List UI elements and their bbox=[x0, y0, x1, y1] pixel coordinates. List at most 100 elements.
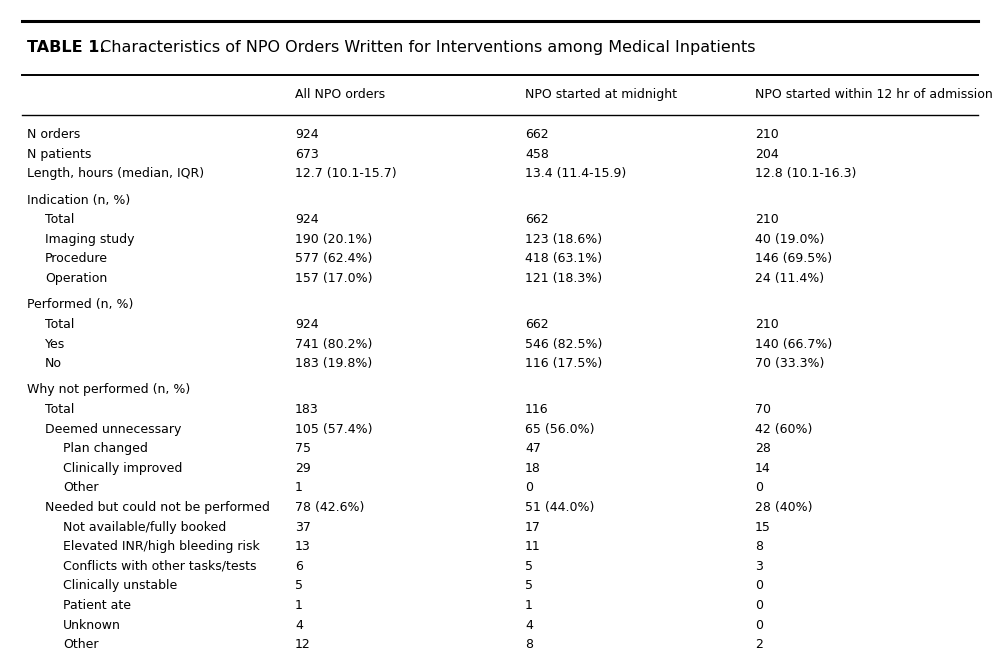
Text: Operation: Operation bbox=[45, 272, 107, 285]
Text: Yes: Yes bbox=[45, 337, 65, 351]
Text: Unknown: Unknown bbox=[63, 619, 121, 632]
Text: TABLE 1.: TABLE 1. bbox=[27, 41, 106, 55]
Text: 6: 6 bbox=[295, 560, 303, 573]
Text: 4: 4 bbox=[295, 619, 303, 632]
Text: Needed but could not be performed: Needed but could not be performed bbox=[45, 501, 270, 514]
Text: 157 (17.0%): 157 (17.0%) bbox=[295, 272, 372, 285]
Text: N orders: N orders bbox=[27, 128, 80, 141]
Text: 662: 662 bbox=[525, 213, 549, 226]
Text: 1: 1 bbox=[525, 599, 533, 612]
Text: 121 (18.3%): 121 (18.3%) bbox=[525, 272, 602, 285]
Text: 140 (66.7%): 140 (66.7%) bbox=[755, 337, 832, 351]
Text: 146 (69.5%): 146 (69.5%) bbox=[755, 252, 832, 266]
Text: 40 (19.0%): 40 (19.0%) bbox=[755, 233, 824, 246]
Text: 5: 5 bbox=[525, 579, 533, 593]
Text: 190 (20.1%): 190 (20.1%) bbox=[295, 233, 372, 246]
Text: 204: 204 bbox=[755, 148, 779, 161]
Text: 0: 0 bbox=[755, 481, 763, 494]
Text: 13: 13 bbox=[295, 540, 311, 553]
Text: 123 (18.6%): 123 (18.6%) bbox=[525, 233, 602, 246]
Text: 12.8 (10.1-16.3): 12.8 (10.1-16.3) bbox=[755, 167, 856, 181]
Text: 13.4 (11.4-15.9): 13.4 (11.4-15.9) bbox=[525, 167, 626, 181]
Text: Why not performed (n, %): Why not performed (n, %) bbox=[27, 383, 190, 396]
Text: 28 (40%): 28 (40%) bbox=[755, 501, 812, 514]
Text: Conflicts with other tasks/tests: Conflicts with other tasks/tests bbox=[63, 560, 256, 573]
Text: 924: 924 bbox=[295, 213, 319, 226]
Text: 65 (56.0%): 65 (56.0%) bbox=[525, 422, 594, 436]
Text: Patient ate: Patient ate bbox=[63, 599, 131, 612]
Text: Imaging study: Imaging study bbox=[45, 233, 134, 246]
Text: 17: 17 bbox=[525, 521, 541, 534]
Text: 0: 0 bbox=[525, 481, 533, 494]
Text: Length, hours (median, IQR): Length, hours (median, IQR) bbox=[27, 167, 204, 181]
Text: 418 (63.1%): 418 (63.1%) bbox=[525, 252, 602, 266]
Text: Elevated INR/high bleeding risk: Elevated INR/high bleeding risk bbox=[63, 540, 260, 553]
Text: Not available/fully booked: Not available/fully booked bbox=[63, 521, 226, 534]
Text: 70: 70 bbox=[755, 403, 771, 416]
Text: Total: Total bbox=[45, 213, 74, 226]
Text: 42 (60%): 42 (60%) bbox=[755, 422, 812, 436]
Text: 0: 0 bbox=[755, 599, 763, 612]
Text: 11: 11 bbox=[525, 540, 541, 553]
Text: 741 (80.2%): 741 (80.2%) bbox=[295, 337, 372, 351]
Text: 662: 662 bbox=[525, 318, 549, 331]
Text: Procedure: Procedure bbox=[45, 252, 108, 266]
Text: 2: 2 bbox=[755, 638, 763, 651]
Text: 210: 210 bbox=[755, 213, 779, 226]
Text: 29: 29 bbox=[295, 462, 311, 475]
Text: NPO started within 12 hr of admission: NPO started within 12 hr of admission bbox=[755, 88, 993, 101]
Text: 183 (19.8%): 183 (19.8%) bbox=[295, 357, 372, 370]
Text: 3: 3 bbox=[755, 560, 763, 573]
Text: 210: 210 bbox=[755, 318, 779, 331]
Text: Performed (n, %): Performed (n, %) bbox=[27, 298, 133, 311]
Text: 75: 75 bbox=[295, 442, 311, 455]
Text: Total: Total bbox=[45, 403, 74, 416]
Text: 577 (62.4%): 577 (62.4%) bbox=[295, 252, 372, 266]
Text: NPO started at midnight: NPO started at midnight bbox=[525, 88, 677, 101]
Text: Indication (n, %): Indication (n, %) bbox=[27, 194, 130, 207]
Text: 924: 924 bbox=[295, 318, 319, 331]
Text: 924: 924 bbox=[295, 128, 319, 141]
Text: 0: 0 bbox=[755, 579, 763, 593]
Text: 546 (82.5%): 546 (82.5%) bbox=[525, 337, 602, 351]
Text: 458: 458 bbox=[525, 148, 549, 161]
Text: 18: 18 bbox=[525, 462, 541, 475]
Text: 12.7 (10.1-15.7): 12.7 (10.1-15.7) bbox=[295, 167, 397, 181]
Text: All NPO orders: All NPO orders bbox=[295, 88, 385, 101]
Text: 70 (33.3%): 70 (33.3%) bbox=[755, 357, 824, 370]
Text: 8: 8 bbox=[525, 638, 533, 651]
Text: Other: Other bbox=[63, 481, 98, 494]
Text: 5: 5 bbox=[295, 579, 303, 593]
Text: 47: 47 bbox=[525, 442, 541, 455]
Text: 1: 1 bbox=[295, 599, 303, 612]
Text: 1: 1 bbox=[295, 481, 303, 494]
Text: Deemed unnecessary: Deemed unnecessary bbox=[45, 422, 181, 436]
Text: 5: 5 bbox=[525, 560, 533, 573]
Text: 673: 673 bbox=[295, 148, 319, 161]
Text: Plan changed: Plan changed bbox=[63, 442, 148, 455]
Text: 15: 15 bbox=[755, 521, 771, 534]
Text: 14: 14 bbox=[755, 462, 771, 475]
Text: 12: 12 bbox=[295, 638, 311, 651]
Text: 37: 37 bbox=[295, 521, 311, 534]
Text: 116 (17.5%): 116 (17.5%) bbox=[525, 357, 602, 370]
Text: Clinically unstable: Clinically unstable bbox=[63, 579, 177, 593]
Text: 116: 116 bbox=[525, 403, 549, 416]
Text: 210: 210 bbox=[755, 128, 779, 141]
Text: 183: 183 bbox=[295, 403, 319, 416]
Text: 51 (44.0%): 51 (44.0%) bbox=[525, 501, 594, 514]
Text: 24 (11.4%): 24 (11.4%) bbox=[755, 272, 824, 285]
Text: Characteristics of NPO Orders Written for Interventions among Medical Inpatients: Characteristics of NPO Orders Written fo… bbox=[95, 41, 756, 55]
Text: 28: 28 bbox=[755, 442, 771, 455]
Text: No: No bbox=[45, 357, 62, 370]
Text: N patients: N patients bbox=[27, 148, 91, 161]
Text: 78 (42.6%): 78 (42.6%) bbox=[295, 501, 364, 514]
Text: 0: 0 bbox=[755, 619, 763, 632]
Text: 4: 4 bbox=[525, 619, 533, 632]
Text: 8: 8 bbox=[755, 540, 763, 553]
Text: Other: Other bbox=[63, 638, 98, 651]
Text: Total: Total bbox=[45, 318, 74, 331]
Text: Clinically improved: Clinically improved bbox=[63, 462, 182, 475]
Text: 662: 662 bbox=[525, 128, 549, 141]
Text: 105 (57.4%): 105 (57.4%) bbox=[295, 422, 372, 436]
